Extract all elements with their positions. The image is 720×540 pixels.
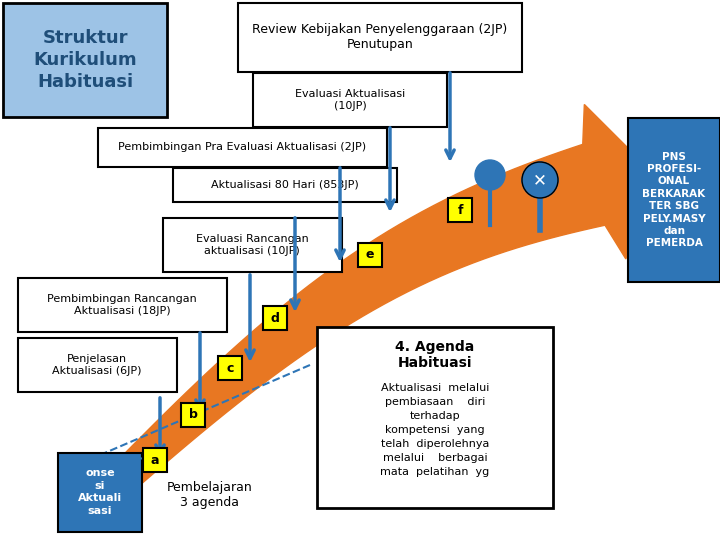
Text: b: b: [189, 408, 197, 422]
Text: a: a: [150, 454, 159, 467]
Text: Pembelajaran
3 agenda: Pembelajaran 3 agenda: [167, 481, 253, 509]
Text: ✕: ✕: [533, 171, 547, 189]
Text: d: d: [271, 312, 279, 325]
Text: 4. Agenda
Habituasi: 4. Agenda Habituasi: [395, 340, 474, 370]
FancyBboxPatch shape: [18, 338, 177, 392]
Text: Evaluasi Aktualisasi
(10JP): Evaluasi Aktualisasi (10JP): [295, 89, 405, 111]
Text: f: f: [457, 204, 463, 217]
FancyBboxPatch shape: [253, 73, 447, 127]
FancyBboxPatch shape: [358, 243, 382, 267]
Text: Review Kebijakan Penyelenggaraan (2JP)
Penutupan: Review Kebijakan Penyelenggaraan (2JP) P…: [253, 23, 508, 51]
Text: onse
si
Aktuali
sasi: onse si Aktuali sasi: [78, 468, 122, 516]
Text: Struktur
Kurikulum
Habituasi: Struktur Kurikulum Habituasi: [33, 29, 137, 91]
FancyBboxPatch shape: [448, 198, 472, 222]
Text: Evaluasi Rancangan
aktualisasi (10JP): Evaluasi Rancangan aktualisasi (10JP): [196, 234, 308, 256]
Text: Penjelasan
Aktualisasi (6JP): Penjelasan Aktualisasi (6JP): [53, 354, 142, 376]
FancyBboxPatch shape: [98, 128, 387, 167]
FancyBboxPatch shape: [317, 327, 553, 508]
Text: Aktualisasi  melalui
pembiasaan    diri
terhadap
kompetensi  yang
telah  diperol: Aktualisasi melalui pembiasaan diri terh…: [380, 383, 490, 477]
Text: e: e: [366, 248, 374, 261]
Text: PNS
PROFESI-
ONAL
BERKARAK
TER SBG
PELY.MASY
dan
PEMERDA: PNS PROFESI- ONAL BERKARAK TER SBG PELY.…: [642, 152, 706, 248]
Text: c: c: [226, 361, 234, 375]
Circle shape: [475, 160, 505, 190]
Polygon shape: [90, 104, 650, 511]
FancyBboxPatch shape: [238, 3, 522, 72]
FancyBboxPatch shape: [3, 3, 167, 117]
FancyBboxPatch shape: [143, 448, 167, 472]
FancyBboxPatch shape: [181, 403, 205, 427]
Circle shape: [522, 162, 558, 198]
Text: Pembimbingan Rancangan
Aktualisasi (18JP): Pembimbingan Rancangan Aktualisasi (18JP…: [47, 294, 197, 316]
FancyBboxPatch shape: [18, 278, 227, 332]
FancyBboxPatch shape: [218, 356, 242, 380]
FancyBboxPatch shape: [163, 218, 342, 272]
FancyBboxPatch shape: [173, 168, 397, 202]
FancyBboxPatch shape: [628, 118, 720, 282]
Text: Pembimbingan Pra Evaluasi Aktualisasi (2JP): Pembimbingan Pra Evaluasi Aktualisasi (2…: [118, 142, 366, 152]
FancyBboxPatch shape: [58, 453, 142, 532]
FancyBboxPatch shape: [263, 306, 287, 330]
Text: Aktualisasi 80 Hari (853JP): Aktualisasi 80 Hari (853JP): [211, 180, 359, 190]
